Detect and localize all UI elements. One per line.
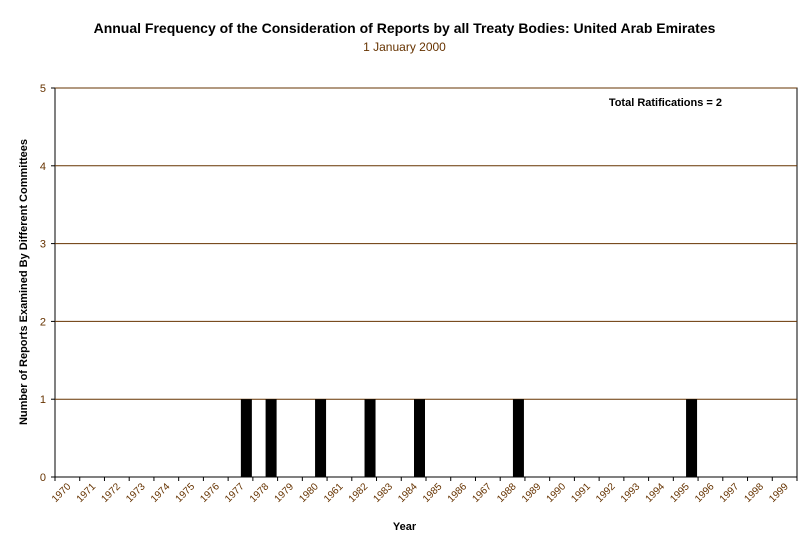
x-tick-label: 1970 [50,481,74,505]
x-tick-label: 1973 [124,481,148,505]
x-tick-label: 1996 [693,481,717,505]
y-tick-label: 0 [40,472,46,484]
x-tick-label: 1997 [718,481,742,505]
x-tick-label: 1980 [297,481,321,505]
x-tick-label: 1979 [273,481,297,505]
bar [512,399,524,477]
bar [265,399,277,477]
x-tick-label: 1978 [248,481,272,505]
x-tick-label: 1990 [545,481,569,505]
x-tick-label: 1961 [322,481,346,505]
x-tick-label: 1989 [520,481,544,505]
bar [364,399,376,477]
x-axis-label: Year [392,521,417,533]
x-tick-label: 1975 [174,481,198,505]
bar [240,399,252,477]
x-tick-label: 1998 [743,481,767,505]
x-tick-label: 1982 [347,481,371,505]
bar [315,399,327,477]
x-tick-label: 1999 [767,481,791,505]
x-tick-label: 1977 [223,481,247,505]
plot-area [54,87,798,478]
x-tick-label: 1985 [421,481,445,505]
x-tick-label: 1986 [446,481,470,505]
y-tick-label: 1 [40,394,46,406]
x-tick-label: 1976 [198,481,222,505]
x-tick-label: 1972 [99,481,123,505]
y-tick-label: 4 [40,161,46,173]
chart-title: Annual Frequency of the Consideration of… [93,20,716,36]
y-tick-label: 2 [40,316,46,328]
x-tick-label: 1995 [668,481,692,505]
x-tick-label: 1983 [372,481,396,505]
y-tick-label: 3 [40,239,46,251]
x-tick-label: 1974 [149,481,173,505]
y-tick-label: 5 [40,83,46,95]
annotation-total-ratifications: Total Ratifications = 2 [609,97,722,109]
bar [686,399,698,477]
x-tick-label: 1971 [75,481,99,505]
x-tick-label: 1993 [619,481,643,505]
x-tick-label: 1994 [644,481,668,505]
x-tick-label: 1967 [470,481,494,505]
x-tick-label: 1988 [495,481,519,505]
x-tick-label: 1992 [594,481,618,505]
x-tick-label: 1991 [569,481,593,505]
bar [414,399,425,477]
x-tick-label: 1984 [396,481,420,505]
chart-subtitle: 1 January 2000 [363,40,446,54]
